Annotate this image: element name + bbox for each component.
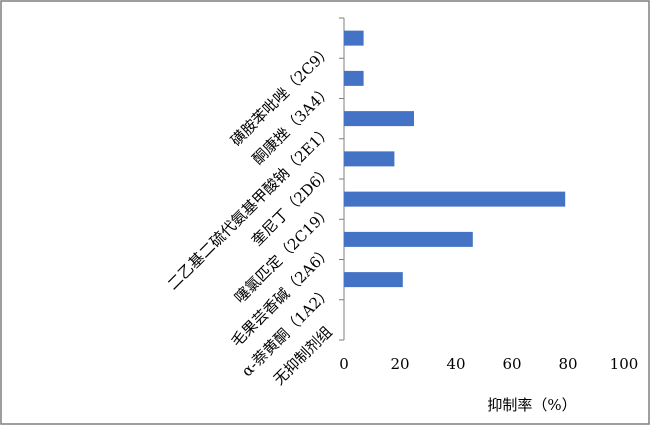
bar xyxy=(344,191,566,207)
bar xyxy=(344,70,364,86)
x-tick-label: 40 xyxy=(446,355,465,373)
x-tick-label: 0 xyxy=(339,355,349,373)
bar xyxy=(344,111,414,127)
x-tick-label: 60 xyxy=(502,355,521,373)
x-axis-label: 抑制率（%） xyxy=(487,396,576,414)
x-tick-label: 100 xyxy=(610,355,639,373)
bar xyxy=(344,151,395,167)
x-tick-label: 20 xyxy=(390,355,409,373)
x-tick-label: 80 xyxy=(558,355,577,373)
bar xyxy=(344,30,364,46)
bar xyxy=(344,231,473,247)
bar xyxy=(344,272,403,288)
